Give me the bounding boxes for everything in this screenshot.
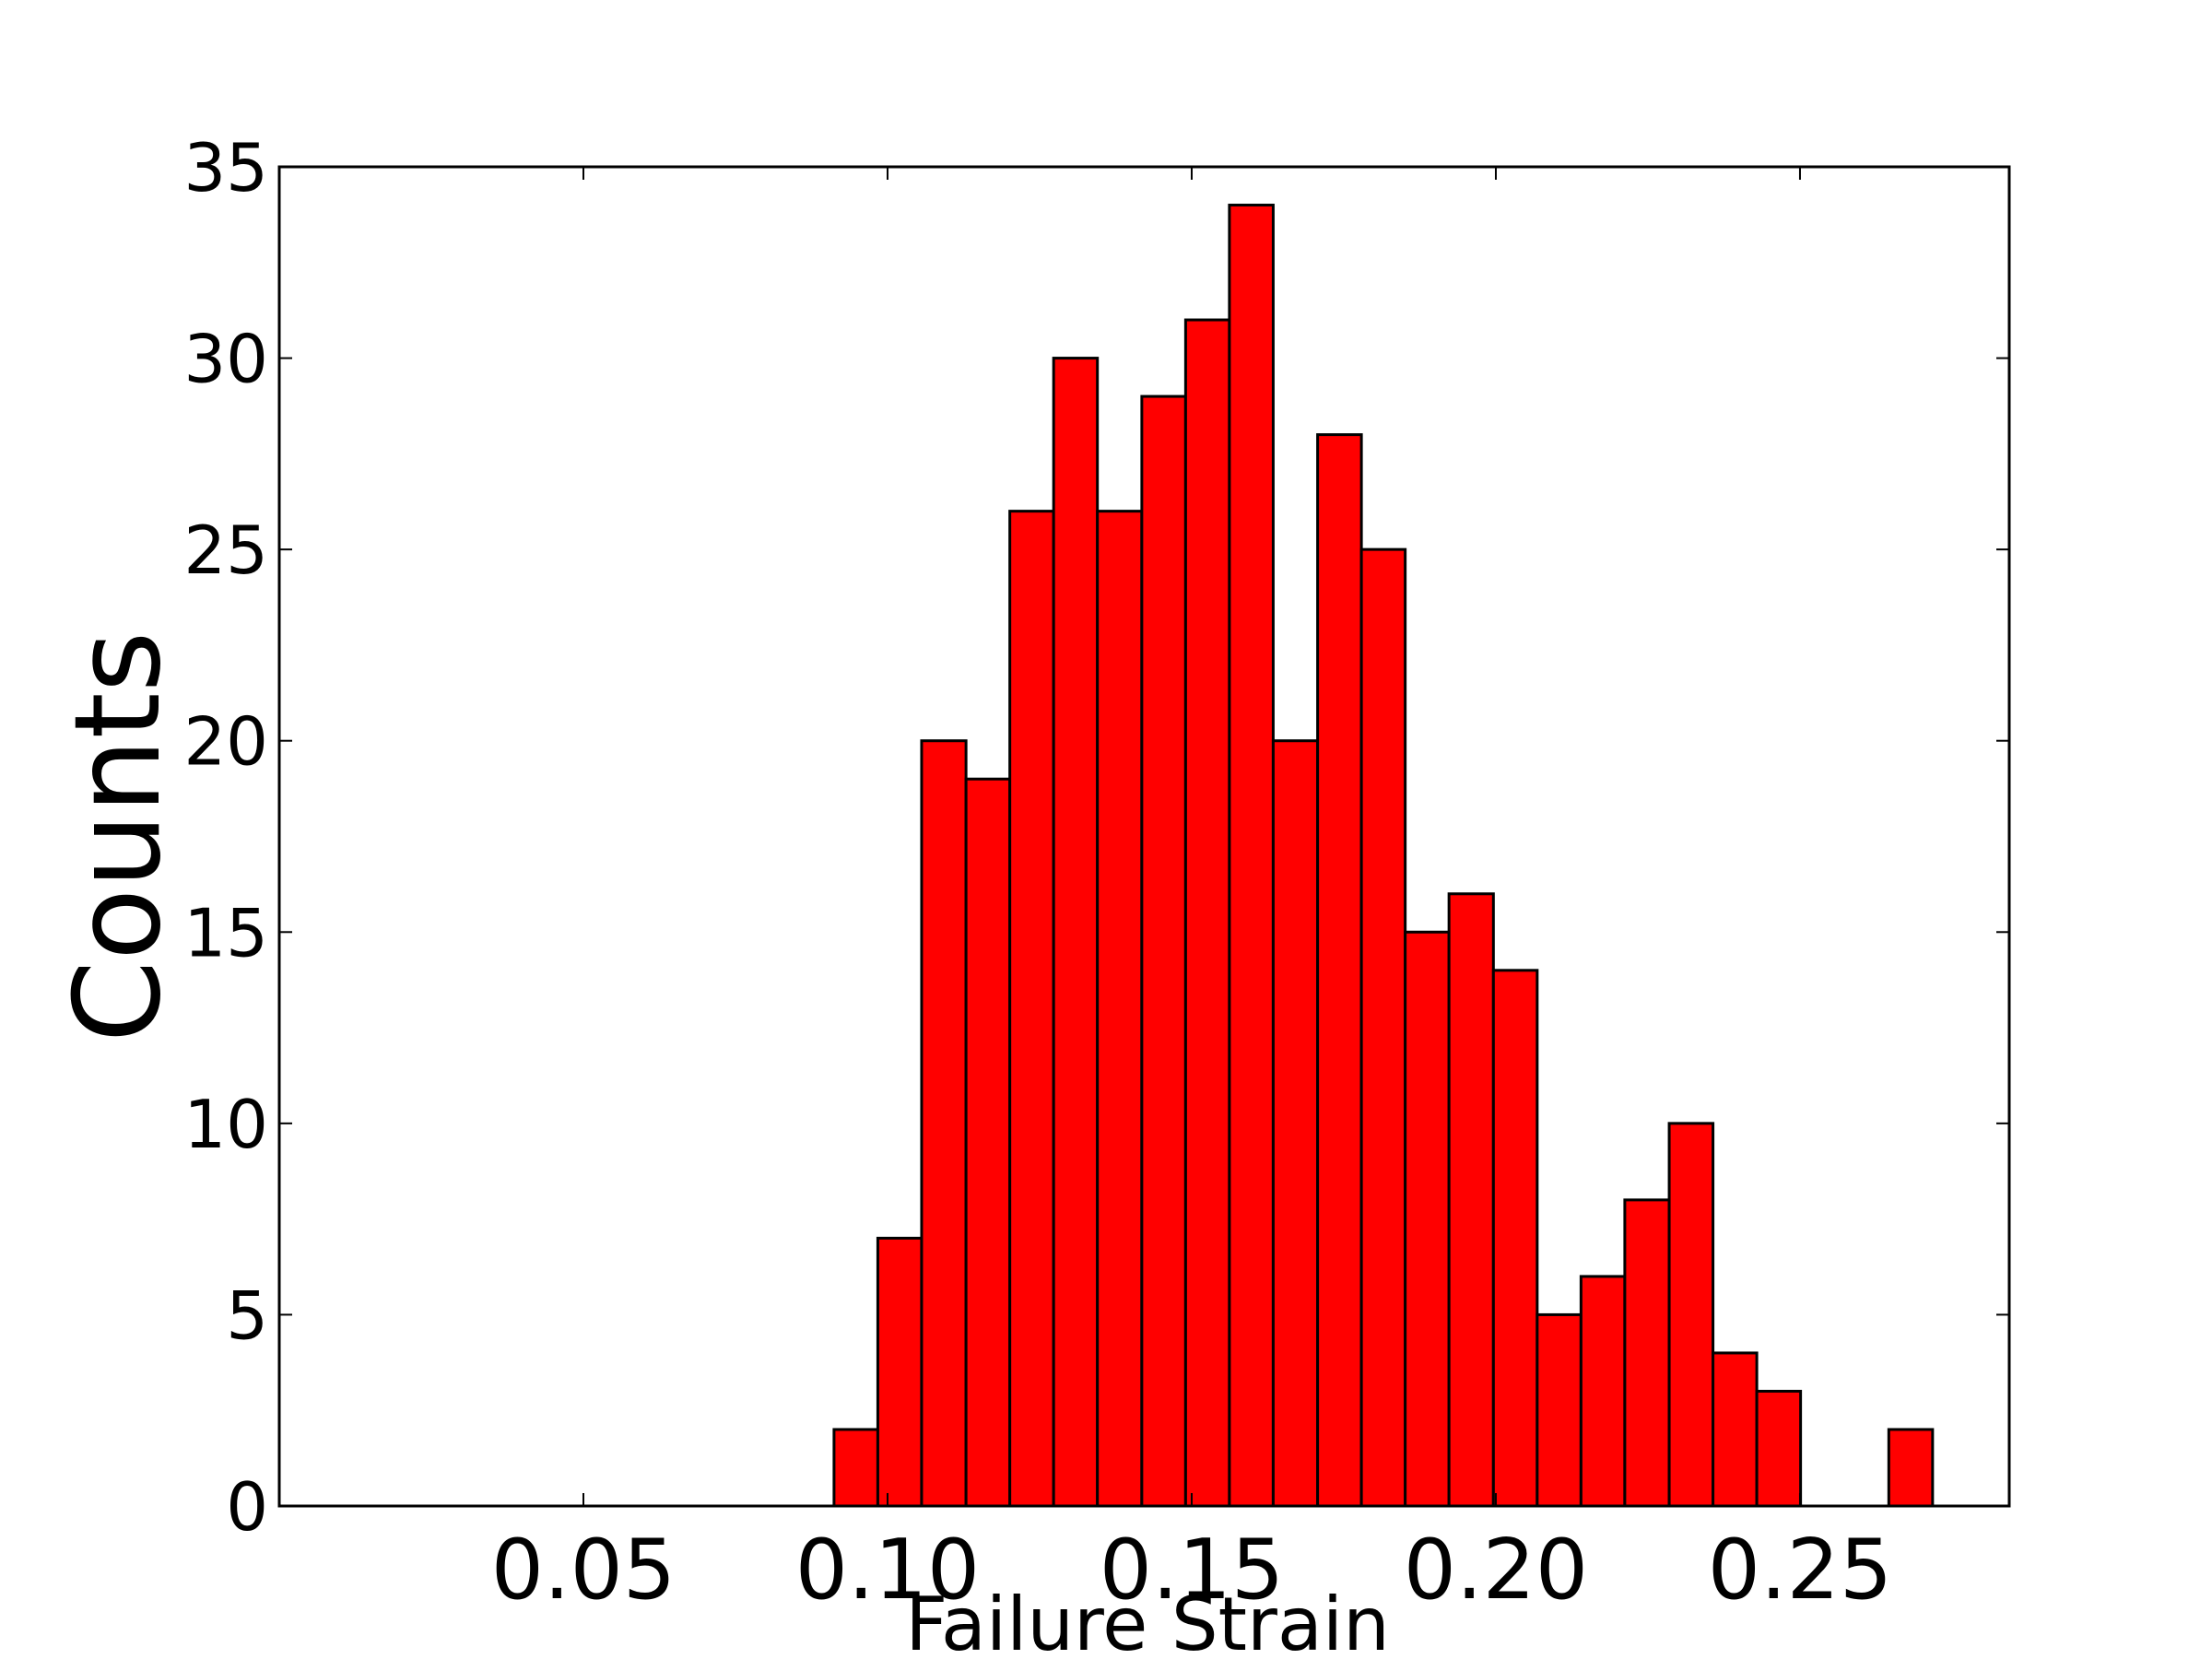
axes-frame [277, 165, 2011, 1508]
x-tick-label: 0.20 [1404, 1522, 1588, 1618]
bar [1535, 1312, 1583, 1508]
bar [1404, 930, 1451, 1508]
y-tick-label: 0 [226, 1468, 268, 1546]
bar [1447, 892, 1495, 1508]
bar [1140, 394, 1187, 1508]
x-tick-label: 0.10 [795, 1522, 980, 1618]
bar [1579, 1275, 1627, 1508]
y-tick-label: 25 [183, 512, 268, 589]
bar [1491, 969, 1539, 1508]
bar [876, 1236, 924, 1508]
bar [1052, 357, 1100, 1508]
bar [964, 777, 1012, 1508]
y-tick-label: 15 [183, 894, 268, 971]
bar [1228, 204, 1275, 1508]
y-tick-label: 20 [183, 703, 268, 781]
x-tick-label: 0.25 [1708, 1522, 1892, 1618]
bar [1887, 1428, 1935, 1508]
x-tick-label: 0.05 [491, 1522, 676, 1618]
y-tick-label: 5 [226, 1277, 268, 1354]
bar [1359, 547, 1407, 1508]
bar [832, 1428, 879, 1508]
y-axis-label: Counts [50, 631, 187, 1043]
bar [1008, 510, 1055, 1508]
bar [1183, 318, 1231, 1508]
bar [1271, 739, 1320, 1508]
y-tick-label: 10 [183, 1086, 268, 1163]
bar [1712, 1351, 1759, 1508]
bar [1096, 510, 1144, 1508]
bar [1316, 433, 1363, 1508]
y-tick-label: 35 [183, 129, 268, 206]
bar [1755, 1389, 1803, 1508]
x-axis-label: Failure Strain [905, 1582, 1390, 1659]
bar [920, 739, 968, 1508]
x-tick-label: 0.15 [1100, 1522, 1284, 1618]
bar [1623, 1198, 1671, 1508]
bar [1667, 1122, 1715, 1508]
y-tick-label: 30 [183, 321, 268, 398]
